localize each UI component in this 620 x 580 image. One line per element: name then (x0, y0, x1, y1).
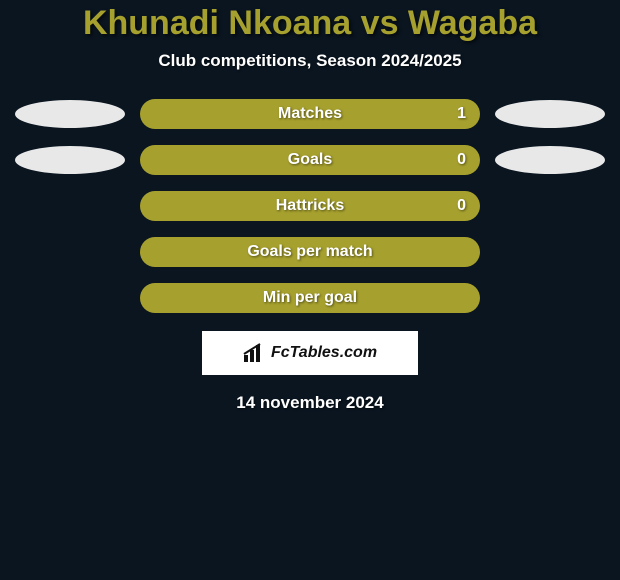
stat-bar-matches: Matches 1 (140, 99, 480, 129)
right-value-slot (480, 146, 620, 174)
stat-label: Goals (288, 151, 332, 169)
stat-label: Matches (278, 105, 342, 123)
right-value-slot (480, 100, 620, 128)
right-pill (495, 146, 605, 174)
left-value-slot (0, 100, 140, 128)
stat-label: Goals per match (247, 243, 372, 261)
stat-row: Hattricks 0 (0, 191, 620, 221)
source-logo: FcTables.com (202, 331, 418, 375)
stat-label: Hattricks (276, 197, 344, 215)
stat-bar-mpg: Min per goal (140, 283, 480, 313)
source-logo-text: FcTables.com (271, 344, 377, 362)
stat-row: Goals per match (0, 237, 620, 267)
snapshot-date: 14 november 2024 (0, 393, 620, 413)
left-pill (15, 100, 125, 128)
stat-bar-hattricks: Hattricks 0 (140, 191, 480, 221)
stat-row: Min per goal (0, 283, 620, 313)
stat-bar-goals: Goals 0 (140, 145, 480, 175)
stat-label: Min per goal (263, 289, 357, 307)
left-pill (15, 146, 125, 174)
stat-value: 0 (457, 151, 466, 169)
stat-value: 0 (457, 197, 466, 215)
bar-chart-icon (243, 343, 265, 363)
right-pill (495, 100, 605, 128)
comparison-title: Khunadi Nkoana vs Wagaba (0, 0, 620, 43)
left-value-slot (0, 146, 140, 174)
stat-row: Goals 0 (0, 145, 620, 175)
comparison-subtitle: Club competitions, Season 2024/2025 (0, 51, 620, 71)
stat-bar-gpm: Goals per match (140, 237, 480, 267)
stat-value: 1 (457, 105, 466, 123)
stat-row: Matches 1 (0, 99, 620, 129)
stat-rows: Matches 1 Goals 0 Hattricks 0 (0, 99, 620, 313)
